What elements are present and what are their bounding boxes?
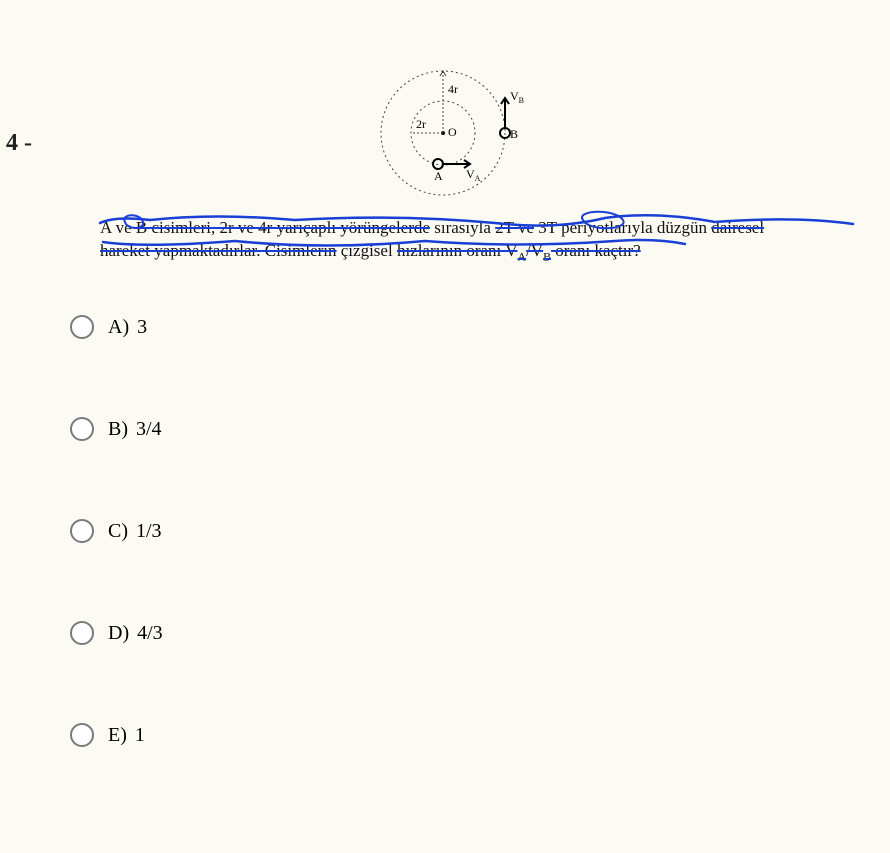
option-letter: B) [108,418,128,441]
qtext-part: sırasıyla [430,218,495,237]
qtext-strike: B cisimleri, 2r ve 4r yarıçaplı yörüngel… [136,218,430,237]
qtext-part: 3T periyotlarıyla düzgün [534,218,711,237]
qtext-part: A ve [100,218,136,237]
option-value: 1/3 [136,520,162,543]
radio-icon[interactable] [70,519,94,543]
orbit-diagram: 4r 2r O A B VA VB [358,58,658,208]
label-b: B [510,127,518,141]
question-number: 4 - [6,130,32,157]
option-a[interactable]: A) 3 [70,315,470,339]
label-va: VA [466,167,481,183]
qtext-strike: hareket yapmaktadırlar. Cisimlerin [100,241,337,260]
option-value: 4/3 [137,622,163,645]
radio-icon[interactable] [70,723,94,747]
label-a: A [434,169,443,183]
option-value: 3/4 [136,418,162,441]
question-text: A ve B cisimleri, 2r ve 4r yarıçaplı yör… [100,217,860,264]
option-c[interactable]: C) 1/3 [70,519,470,543]
option-e[interactable]: E) 1 [70,723,470,747]
option-d[interactable]: D) 4/3 [70,621,470,645]
option-letter: C) [108,520,128,543]
radio-icon[interactable] [70,417,94,441]
particle-a [433,159,443,169]
option-letter: E) [108,724,127,747]
label-4r: 4r [448,82,458,96]
answer-options: A) 3 B) 3/4 C) 1/3 D) 4/3 E) 1 [70,315,470,825]
radio-icon[interactable] [70,621,94,645]
radio-icon[interactable] [70,315,94,339]
option-value: 3 [137,316,147,339]
option-b[interactable]: B) 3/4 [70,417,470,441]
option-letter: A) [108,316,129,339]
qtext-strike: hızlarının oranı VA/VB oranı kaçtır? [397,241,641,260]
option-letter: D) [108,622,129,645]
label-vb: VB [510,89,524,105]
qtext-strike: dairesel [711,218,764,237]
qtext-strike: 2T ve [495,218,534,237]
option-value: 1 [135,724,145,747]
label-2r: 2r [416,117,426,131]
qtext-part: çizgisel [337,241,397,260]
label-o: O [448,125,457,139]
